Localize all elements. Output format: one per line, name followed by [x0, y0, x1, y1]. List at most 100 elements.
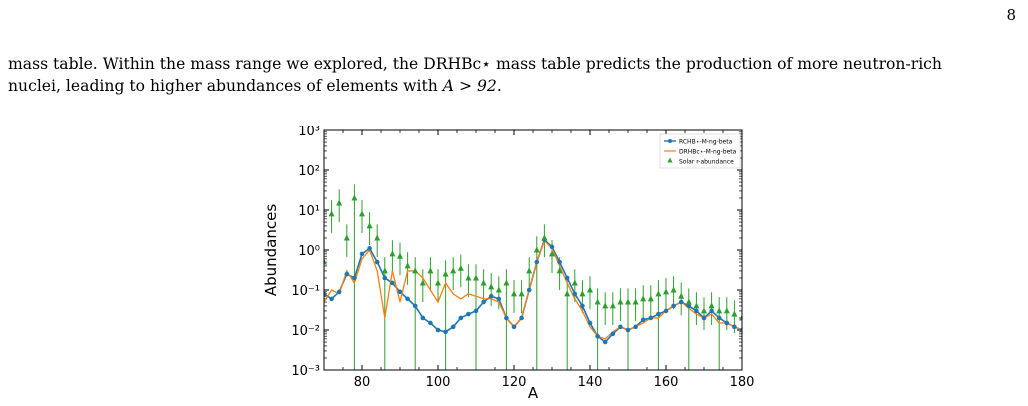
page-number: 8: [1006, 6, 1016, 24]
rchb-point: [511, 324, 517, 330]
x-tick-label: 80: [354, 375, 371, 390]
rchb-point: [344, 271, 350, 277]
rchb-point: [526, 287, 532, 293]
rchb-point: [602, 339, 608, 345]
rchb-point: [450, 324, 456, 330]
x-axis-label: A: [528, 384, 539, 402]
solar-point: [450, 267, 457, 274]
rchb-point: [504, 315, 509, 321]
inline-math: A > 92: [442, 77, 497, 95]
rchb-point: [610, 331, 616, 337]
solar-point: [723, 307, 730, 314]
solar-point: [625, 298, 631, 305]
rchb-point: [534, 259, 540, 265]
rchb-point: [519, 315, 524, 321]
rchb-point: [656, 311, 661, 317]
y-tick-label: 10⁻¹: [291, 284, 320, 299]
solar-point: [594, 298, 601, 305]
x-tick-label: 140: [578, 375, 603, 390]
solar-point: [678, 292, 685, 299]
solar-point: [480, 279, 487, 286]
y-tick-label: 10³: [298, 126, 320, 139]
rchb-point: [397, 289, 403, 295]
legend-rchb-label: RCHB⋆-M-ng-beta: [679, 139, 733, 146]
plot-frame: [323, 129, 743, 371]
solar-point: [465, 274, 472, 281]
rchb-point: [428, 320, 433, 326]
rchb-point: [496, 296, 502, 302]
solar-point: [359, 210, 365, 217]
solar-point: [427, 267, 434, 274]
solar-point: [716, 307, 723, 314]
solar-point: [708, 302, 715, 309]
rchb-point: [374, 259, 380, 265]
paragraph-line-1: mass table. Within the mass range we exp…: [8, 55, 942, 73]
solar-point: [518, 290, 525, 297]
solar-point: [663, 288, 669, 295]
rchb-point: [580, 303, 585, 309]
rchb-point: [367, 246, 372, 251]
solar-point: [404, 262, 411, 269]
rchb-point: [595, 333, 600, 339]
legend-drhbc-label: DRHBc⋆-M-ng-beta: [679, 149, 737, 156]
rchb-point: [557, 259, 562, 265]
y-tick-label: 10⁻³: [291, 364, 320, 379]
rchb-point: [732, 324, 737, 330]
legend-solar-label: Solar r-abundance: [679, 159, 734, 166]
y-tick-label: 10⁰: [298, 244, 320, 259]
abundance-chart: 80 100 120 140 160 180 10⁻³ 10⁻² 10⁻¹ 10⁰ 10¹ 10² 10…: [262, 126, 755, 402]
solar-point: [457, 264, 464, 271]
rchb-point: [716, 315, 722, 321]
line-2-prefix: nuclei, leading to higher abundances of …: [8, 77, 443, 95]
rchb-point: [633, 324, 638, 330]
solar-point: [655, 290, 662, 297]
rchb-point: [481, 299, 486, 305]
rchb-point: [724, 320, 730, 326]
rchb-point: [458, 315, 464, 321]
legend-rchb-marker: [668, 139, 672, 143]
solar-point: [419, 279, 426, 286]
solar-point: [579, 290, 586, 297]
solar-point: [701, 307, 707, 314]
solar-point: [324, 258, 327, 265]
body-paragraph: mass table. Within the mass range we exp…: [8, 53, 1024, 97]
solar-point: [640, 295, 647, 302]
solar-point: [435, 279, 441, 286]
solar-point: [533, 246, 540, 253]
rchb-point: [324, 291, 327, 297]
solar-point: [693, 302, 700, 309]
rchb-series-line: [324, 238, 742, 344]
solar-point: [731, 310, 738, 317]
rchb-point: [359, 251, 365, 257]
solar-point: [343, 234, 350, 241]
rchb-point: [587, 320, 593, 326]
solar-point: [685, 298, 692, 305]
x-tick-label: 120: [502, 375, 527, 390]
solar-point: [473, 274, 479, 281]
rchb-point: [671, 303, 676, 309]
x-tick-label: 180: [730, 375, 755, 390]
legend-solar-marker: [667, 157, 673, 163]
rchb-point: [694, 308, 699, 314]
solar-point: [488, 283, 495, 290]
y-axis-label: Abundances: [262, 204, 280, 296]
y-tick-label: 10¹: [298, 204, 320, 219]
solar-point: [389, 250, 396, 257]
y-tick-label: 10⁻²: [291, 324, 320, 339]
solar-point: [617, 298, 624, 305]
solar-point: [587, 286, 593, 293]
rchb-point: [405, 296, 410, 302]
rchb-point: [329, 296, 334, 302]
solar-point: [556, 267, 563, 274]
solar-point: [381, 267, 388, 274]
rchb-point: [412, 303, 418, 309]
x-tick-label: 100: [426, 375, 451, 390]
rchb-point: [640, 317, 646, 323]
solar-point: [366, 222, 373, 229]
solar-point: [397, 252, 403, 259]
rchb-point: [435, 327, 441, 333]
solar-point: [374, 234, 381, 241]
solar-point: [739, 314, 742, 321]
solar-point: [442, 270, 449, 277]
solar-point: [549, 250, 555, 257]
